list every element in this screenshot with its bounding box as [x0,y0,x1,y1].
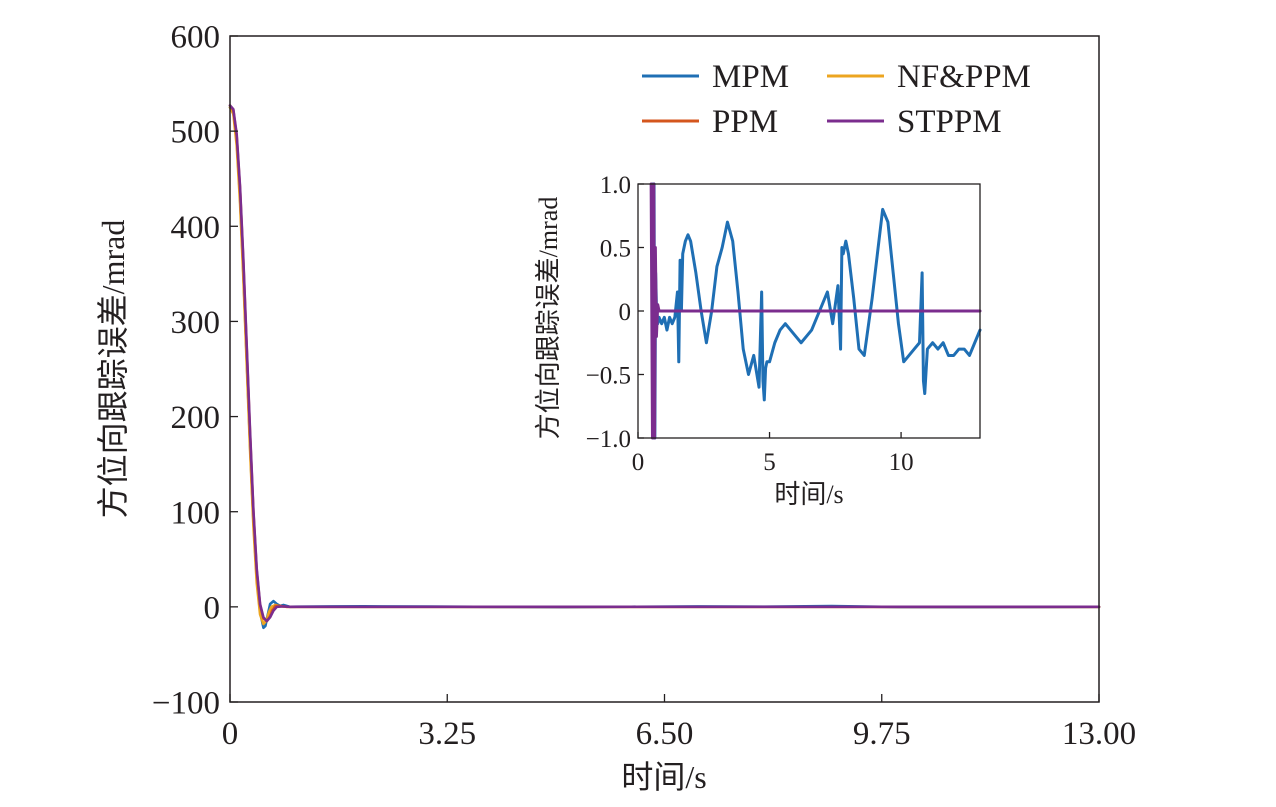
inset-x-ticks: 0 5 10 [632,432,914,476]
y-tick-label: 500 [171,115,221,151]
legend-label: MPM [712,59,789,95]
x-tick-label: 5 [763,449,776,476]
legend-label: STPPM [897,104,1002,140]
y-tick-label: 0 [204,590,221,626]
y-tick-label: 100 [171,495,221,531]
y-tick-label: 0 [619,299,632,326]
main-x-ticks: 0 3.25 6.50 9.75 13.00 [222,694,1136,752]
series-line-stppm [228,104,1101,623]
inset-plot: 0 5 10 −1.0 −0.5 0 0.5 1.0 时间/s 方位向跟踪误差/mrad [534,172,982,509]
y-tick-label: 1.0 [600,172,631,199]
x-tick-label: 13.00 [1062,716,1136,752]
x-tick-label: 6.50 [636,716,694,752]
series-line-stppm [649,182,982,440]
main-series-group [228,104,1101,630]
main-y-axis-label: 方位向跟踪误差/mrad [95,220,131,519]
x-tick-label: 0 [632,449,645,476]
inset-y-axis-label: 方位向跟踪误差/mrad [534,197,563,440]
y-tick-label: 400 [171,210,221,246]
y-tick-label: 200 [171,400,221,436]
inset-series-group [649,182,982,440]
x-tick-label: 9.75 [853,716,911,752]
main-legend: MPM NF&PPM PPM STPPM [642,59,1031,140]
y-tick-label: 300 [171,305,221,341]
main-x-axis-label: 时间/s [621,759,706,795]
series-line-mpm [650,182,982,440]
inset-x-axis-label: 时间/s [774,480,843,509]
y-tick-label: 0.5 [600,235,631,262]
x-tick-label: 0 [222,716,239,752]
y-tick-label: −100 [152,686,220,722]
y-tick-label: 600 [171,20,221,56]
x-tick-label: 3.25 [418,716,476,752]
legend-label: PPM [712,104,778,140]
y-tick-label: −0.5 [586,362,631,389]
main-plot: 0 3.25 6.50 9.75 13.00 −10001002003004005006… [95,20,1136,795]
main-y-ticks: −100 0 100 200 300 400 500 600 [152,20,238,722]
y-tick-label: −1.0 [586,426,631,453]
x-tick-label: 10 [889,449,914,476]
inset-y-ticks: −1.0 −0.5 0 0.5 1.0 [586,172,644,453]
legend-label: NF&PPM [897,59,1031,95]
